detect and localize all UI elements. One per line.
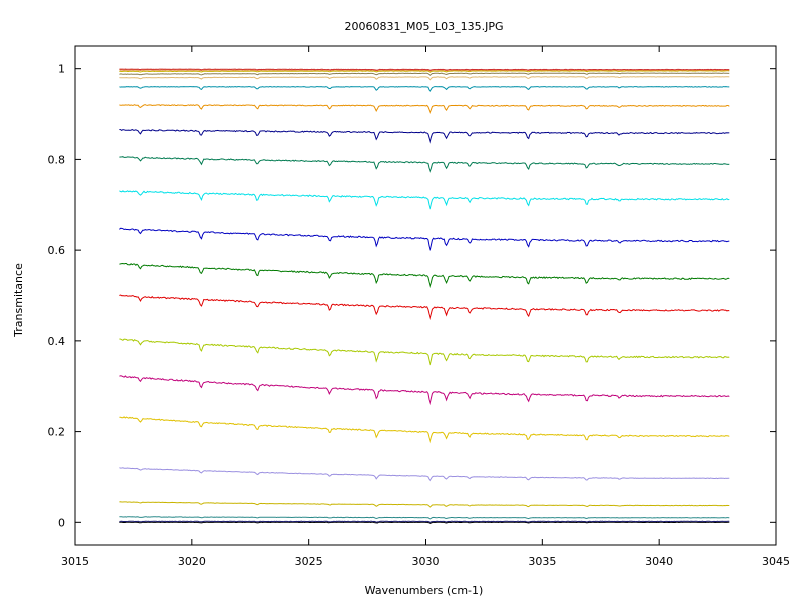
series-line [119, 68, 730, 71]
series-line [119, 416, 730, 444]
x-tick-label: 3030 [412, 555, 440, 568]
series-line [119, 262, 730, 289]
x-axis-label: Wavenumbers (cm-1) [365, 584, 484, 597]
series-line [119, 516, 730, 520]
series-line [119, 70, 730, 73]
x-tick-label: 3015 [61, 555, 89, 568]
x-tick-label: 3020 [178, 555, 206, 568]
series-line [119, 338, 730, 366]
series-line [119, 129, 730, 144]
series-line [119, 467, 730, 482]
axes-group: 3015 3020 3025 3030 3035 3040 3045 0 0.2 0.4 0.6 0.… [48, 45, 790, 568]
x-tick-label: 3035 [528, 555, 556, 568]
x-tick-label: 3045 [762, 555, 790, 568]
series-line [119, 86, 730, 93]
series-line [119, 76, 730, 81]
y-tick-label: 0 [58, 516, 65, 529]
series-line [119, 375, 730, 406]
y-tick-label: 0.8 [48, 153, 66, 166]
y-tick-label: 0.4 [48, 335, 66, 348]
series-line [119, 501, 730, 508]
series-line [119, 104, 730, 114]
chart-title: 20060831_M05_L03_135.JPG [345, 20, 504, 33]
y-tick-label: 0.6 [48, 244, 66, 257]
series-line [119, 227, 730, 251]
y-tick-label: 1 [58, 63, 65, 76]
plot-series-group [119, 68, 730, 524]
series-line [119, 72, 730, 77]
y-axis-label: Transmitance [12, 263, 25, 338]
x-tick-label: 3025 [295, 555, 323, 568]
series-line [119, 520, 730, 523]
y-tick-label: 0.2 [48, 426, 66, 439]
x-tick-label: 3040 [645, 555, 673, 568]
series-line [119, 190, 730, 210]
series-line [119, 156, 730, 173]
series-line [119, 521, 730, 524]
series-line [119, 294, 730, 321]
